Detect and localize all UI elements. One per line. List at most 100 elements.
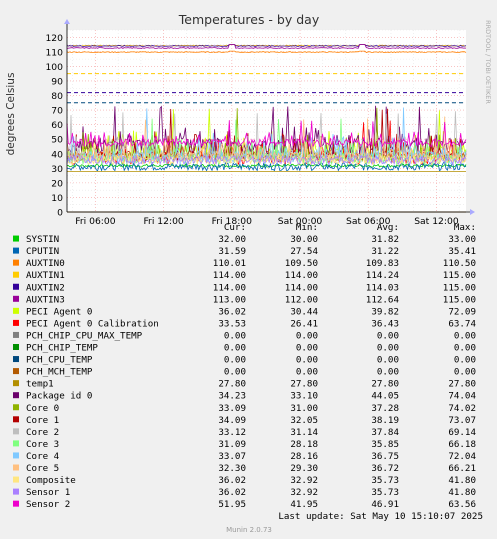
legend-value: 0.00 (454, 367, 476, 378)
legend-value: 112.64 (366, 294, 400, 305)
legend-swatch (13, 283, 19, 290)
x-tick-label: Fri 18:00 (212, 216, 252, 227)
legend-value: 36.43 (371, 318, 399, 329)
legend-value: 0.00 (224, 355, 246, 366)
legend-value: 115.00 (443, 282, 476, 293)
legend-value: 110.50 (443, 258, 476, 269)
legend-series-name: PCH_CHIP_TEMP (26, 343, 98, 354)
chart-title: Temperatures - by day (178, 12, 320, 27)
legend-value: 44.05 (371, 391, 399, 402)
plot-area (67, 30, 466, 212)
legend-value: 33.09 (218, 403, 246, 414)
legend-value: 32.92 (290, 487, 318, 498)
legend-value: 0.00 (296, 355, 318, 366)
legend: Cur: Min: Avg: Max: SYSTIN 32.00 30.00 31.82 33.… (13, 222, 476, 510)
legend-value: 115.00 (443, 270, 476, 281)
y-tick-label: 50 (51, 135, 63, 146)
legend-value: 113.00 (213, 294, 246, 305)
legend-value: 33.10 (290, 391, 318, 402)
legend-value: 0.00 (296, 367, 318, 378)
legend-value: 36.72 (371, 463, 399, 474)
legend-value: 31.22 (371, 246, 399, 257)
legend-swatch (13, 247, 19, 254)
legend-value: 36.75 (371, 451, 399, 462)
series-line (66, 44, 467, 49)
legend-value: 37.28 (371, 403, 399, 414)
legend-value: 66.21 (448, 463, 476, 474)
legend-swatch (13, 428, 19, 435)
legend-swatch (13, 307, 19, 314)
legend-swatch (13, 356, 19, 363)
legend-column-header: Max: (454, 222, 476, 233)
legend-value: 73.07 (448, 415, 476, 426)
legend-value: 27.80 (448, 379, 476, 390)
y-tick-label: 80 (51, 91, 63, 102)
y-tick-label: 0 (57, 208, 63, 219)
legend-swatch (13, 344, 19, 350)
legend-swatch (13, 392, 19, 399)
legend-value: 41.95 (290, 499, 318, 510)
legend-value: 109.83 (366, 258, 399, 269)
legend-series-name: Core 5 (26, 463, 59, 474)
rrdtool-credit: RRDTOOL / TOBI OETIKER (484, 20, 492, 104)
legend-value: 27.80 (290, 379, 318, 390)
legend-value: 110.01 (213, 258, 246, 269)
legend-column-header: Cur: (224, 222, 246, 233)
legend-value: 74.02 (448, 403, 476, 414)
legend-swatch (13, 440, 19, 447)
legend-value: 46.91 (371, 499, 399, 510)
series-line (66, 154, 467, 166)
legend-value: 28.18 (290, 439, 318, 450)
legend-value: 34.23 (218, 391, 246, 402)
legend-value: 63.74 (448, 318, 476, 329)
legend-value: 27.54 (290, 246, 318, 257)
legend-value: 35.73 (371, 487, 399, 498)
x-tick-label: Sat 00:00 (278, 216, 323, 227)
x-tick-label: Sat 12:00 (414, 216, 459, 227)
legend-series-name: PCH_CHIP_CPU_MAX_TEMP (26, 330, 143, 341)
y-axis-label: degrees Celsius (5, 73, 17, 156)
legend-swatch (13, 404, 19, 411)
legend-value: 31.82 (371, 234, 399, 245)
legend-value: 35.85 (371, 439, 399, 450)
legend-value: 0.00 (377, 355, 399, 366)
legend-value: 32.30 (218, 463, 246, 474)
legend-swatch (13, 295, 19, 302)
legend-swatch (13, 331, 19, 338)
legend-series-name: AUXTIN2 (26, 282, 65, 293)
legend-value: 39.82 (371, 306, 399, 317)
legend-swatch (13, 271, 19, 278)
legend-value: 29.30 (290, 463, 318, 474)
legend-value: 0.00 (454, 355, 476, 366)
legend-value: 0.00 (224, 367, 246, 378)
x-tick-label: Fri 12:00 (143, 216, 183, 227)
tick-labels: 0 10 20 30 40 50 60 70 80 90 100 110 120 Fri 06:00 Fri… (45, 33, 458, 227)
legend-series-name: PCH_MCH_TEMP (26, 367, 93, 378)
axes (64, 19, 475, 215)
legend-series-name: PECI Agent 0 (26, 306, 92, 317)
legend-series-name: Core 0 (26, 403, 59, 414)
legend-swatch (13, 235, 19, 242)
legend-value: 38.19 (371, 415, 399, 426)
legend-value: 41.80 (448, 487, 476, 498)
x-tick-label: Fri 06:00 (75, 216, 115, 227)
y-tick-label: 100 (45, 62, 63, 73)
legend-swatch (13, 380, 19, 387)
legend-value: 63.56 (448, 499, 476, 510)
legend-swatch (13, 476, 19, 483)
legend-series-name: Core 3 (26, 439, 59, 450)
legend-value: 69.14 (448, 427, 476, 438)
legend-value: 74.04 (448, 391, 476, 402)
legend-series-name: Sensor 1 (26, 487, 70, 498)
legend-value: 27.80 (218, 379, 246, 390)
legend-swatch (13, 259, 19, 266)
legend-value: 41.80 (448, 475, 476, 486)
legend-value: 32.05 (290, 415, 318, 426)
legend-value: 36.02 (218, 306, 246, 317)
legend-series-name: PECI Agent 0 Calibration (26, 318, 159, 329)
y-tick-label: 40 (51, 149, 63, 160)
y-tick-label: 120 (45, 33, 63, 44)
series-line (66, 120, 467, 148)
y-tick-label: 30 (51, 164, 63, 175)
